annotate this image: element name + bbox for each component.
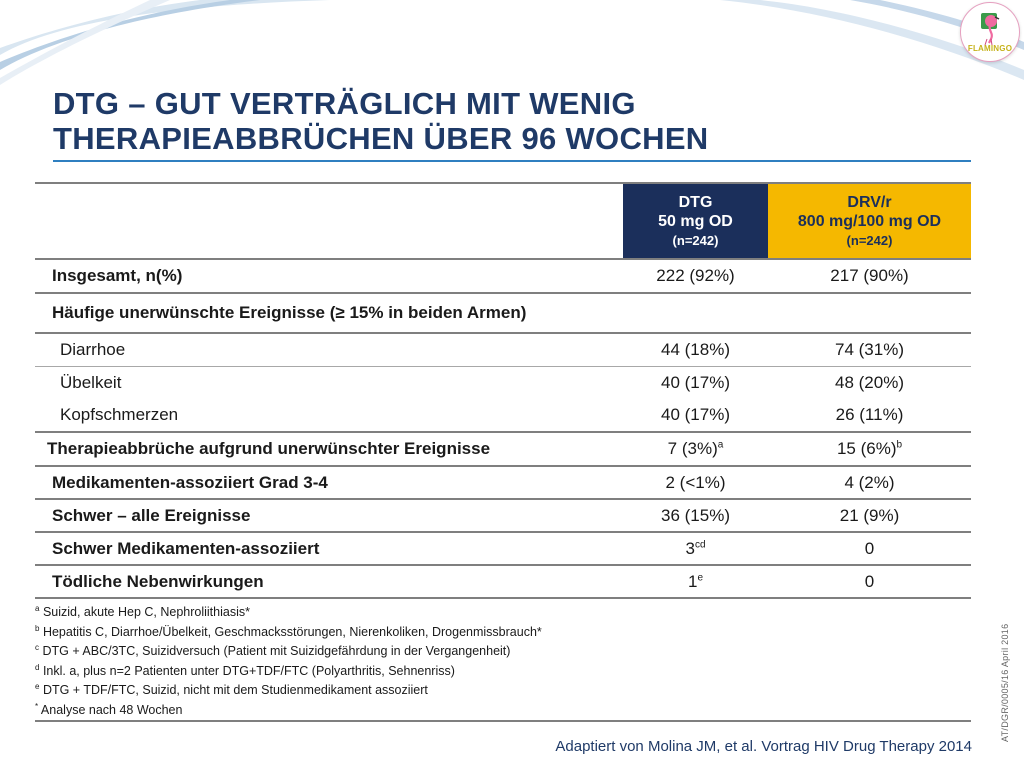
row-drv-value: 15 (6%)	[836, 439, 897, 458]
row-label: Insgesamt, n(%)	[52, 266, 183, 285]
table-row: Schwer Medikamenten-assoziiert 3cd 0	[35, 533, 971, 566]
footnote: c DTG + ABC/3TC, Suizidversuch (Patient …	[35, 640, 971, 660]
footnote-text: DTG + ABC/3TC, Suizidversuch (Patient mi…	[42, 644, 511, 659]
source-citation: Adaptiert von Molina JM, et al. Vortrag …	[555, 738, 972, 755]
header-empty-cell	[35, 184, 623, 258]
row-label: Medikamenten-assoziiert Grad 3-4	[52, 472, 328, 492]
row-drv-value: 4 (2%)	[844, 472, 895, 492]
row-drv-value: 48 (20%)	[835, 373, 904, 392]
header-drv-name: DRV/r	[847, 193, 892, 211]
header-dtg: DTG 50 mg OD (n=242)	[623, 184, 768, 258]
table-header: DTG 50 mg OD (n=242) DRV/r 800 mg/100 mg…	[35, 182, 971, 260]
table-row: Häufige unerwünschte Ereignisse (≥ 15% i…	[35, 294, 971, 334]
footnote-mark: b	[896, 439, 903, 451]
document-code: AT/DGR/0005/16 April 2016	[1000, 623, 1010, 742]
adverse-events-table: DTG 50 mg OD (n=242) DRV/r 800 mg/100 mg…	[35, 182, 971, 723]
footnote-mark: a	[35, 604, 40, 613]
footnote-mark: e	[35, 682, 40, 692]
row-dtg-value: 7 (3%)	[667, 439, 718, 458]
row-dtg-value: 2 (<1%)	[665, 472, 726, 492]
row-drv-value: 217 (90%)	[830, 266, 909, 285]
footnote: * Analyse nach 48 Wochen	[35, 699, 971, 719]
footnote-mark: cd	[694, 538, 706, 550]
title-line-1: DTG – GUT VERTRÄGLICH MIT WENIG	[53, 86, 636, 121]
row-dtg-cell: 7 (3%)a	[623, 439, 768, 459]
footnote-mark: c	[35, 643, 39, 653]
row-label: Übelkeit	[60, 373, 122, 392]
row-label: Diarrhoe	[60, 340, 126, 359]
row-drv-value: 0	[864, 571, 875, 591]
footnote-mark: d	[35, 662, 40, 672]
row-dtg-value: 40 (17%)	[661, 373, 730, 392]
slide-title: DTG – GUT VERTRÄGLICH MIT WENIG THERAPIE…	[53, 86, 953, 156]
row-dtg-value: 1	[687, 571, 698, 591]
footnote-text: Hepatitis C, Diarrhoe/Übelkeit, Geschmac…	[42, 624, 542, 639]
table-row: Insgesamt, n(%) 222 (92%) 217 (90%)	[35, 260, 971, 294]
row-label: Häufige unerwünschte Ereignisse (≥ 15% i…	[52, 303, 527, 322]
row-dtg-value: 44 (18%)	[661, 340, 730, 359]
row-drv-value: 74 (31%)	[835, 340, 904, 359]
row-label: Therapieabbrüche aufgrund unerwünschter …	[47, 439, 491, 458]
row-label: Kopfschmerzen	[60, 405, 179, 424]
header-dtg-dose: 50 mg OD	[658, 212, 733, 230]
header-drv-n: (n=242)	[846, 232, 893, 248]
row-drv-cell: 15 (6%)b	[768, 439, 971, 459]
title-underline	[53, 160, 971, 162]
row-dtg-value: 222 (92%)	[656, 266, 735, 285]
table-row: Kopfschmerzen 40 (17%) 26 (11%)	[35, 399, 971, 433]
title-line-2: THERAPIEABBRÜCHEN ÜBER 96 WOCHEN	[53, 121, 709, 156]
footnote-text: Analyse nach 48 Wochen	[40, 702, 183, 717]
logo-text: FLAMINGO	[967, 44, 1013, 53]
footnote-mark: b	[35, 623, 40, 633]
footnote: d Inkl. a, plus n=2 Patienten unter DTG+…	[35, 660, 971, 680]
flamingo-study-logo: FLAMINGO	[960, 2, 1020, 62]
table-row: Diarrhoe 44 (18%) 74 (31%)	[35, 334, 971, 367]
row-label: Tödliche Nebenwirkungen	[52, 571, 264, 591]
row-drv-value: 0	[864, 538, 875, 558]
row-dtg-value: 36 (15%)	[661, 505, 730, 525]
row-dtg-value: 3	[685, 538, 695, 558]
row-drv-value: 21 (9%)	[839, 505, 900, 525]
footnote-text: Inkl. a, plus n=2 Patienten unter DTG+TD…	[42, 663, 455, 678]
table-row: Therapieabbrüche aufgrund unerwünschter …	[35, 433, 971, 467]
swoosh-left-1	[0, 0, 330, 55]
row-dtg-cell: 3cd	[623, 539, 768, 559]
table-row: Übelkeit 40 (17%) 48 (20%)	[35, 367, 971, 399]
footnote: e DTG + TDF/FTC, Suizid, nicht mit dem S…	[35, 679, 971, 699]
decorative-swoosh-background	[0, 0, 1024, 85]
footnote-mark: a	[717, 439, 724, 451]
header-drv-dose: 800 mg/100 mg OD	[797, 212, 942, 230]
row-label: Schwer Medikamenten-assoziiert	[52, 538, 320, 558]
footnote: a Suizid, akute Hep C, Nephroliithiasis*	[35, 601, 971, 621]
table-row: Tödliche Nebenwirkungen 1e 0	[35, 566, 971, 599]
header-drv: DRV/r 800 mg/100 mg OD (n=242)	[768, 184, 971, 258]
table-row: Medikamenten-assoziiert Grad 3-4 2 (<1%)…	[35, 467, 971, 500]
row-dtg-cell: 1e	[623, 572, 768, 592]
header-dtg-n: (n=242)	[672, 232, 719, 248]
footnote-mark: *	[35, 701, 39, 711]
row-label: Schwer – alle Ereignisse	[52, 505, 251, 525]
row-drv-value: 26 (11%)	[835, 405, 904, 424]
flamingo-icon	[981, 13, 1000, 46]
row-dtg-value: 40 (17%)	[661, 405, 730, 424]
footnote-text: Suizid, akute Hep C, Nephroliithiasis*	[42, 605, 250, 620]
header-dtg-name: DTG	[678, 193, 713, 211]
footnote: b Hepatitis C, Diarrhoe/Übelkeit, Geschm…	[35, 621, 971, 641]
footnote-text: DTG + TDF/FTC, Suizid, nicht mit dem Stu…	[42, 683, 428, 698]
footnote-mark: e	[697, 571, 704, 583]
footnotes: a Suizid, akute Hep C, Nephroliithiasis*…	[35, 599, 971, 723]
table-row: Schwer – alle Ereignisse 36 (15%) 21 (9%…	[35, 500, 971, 533]
